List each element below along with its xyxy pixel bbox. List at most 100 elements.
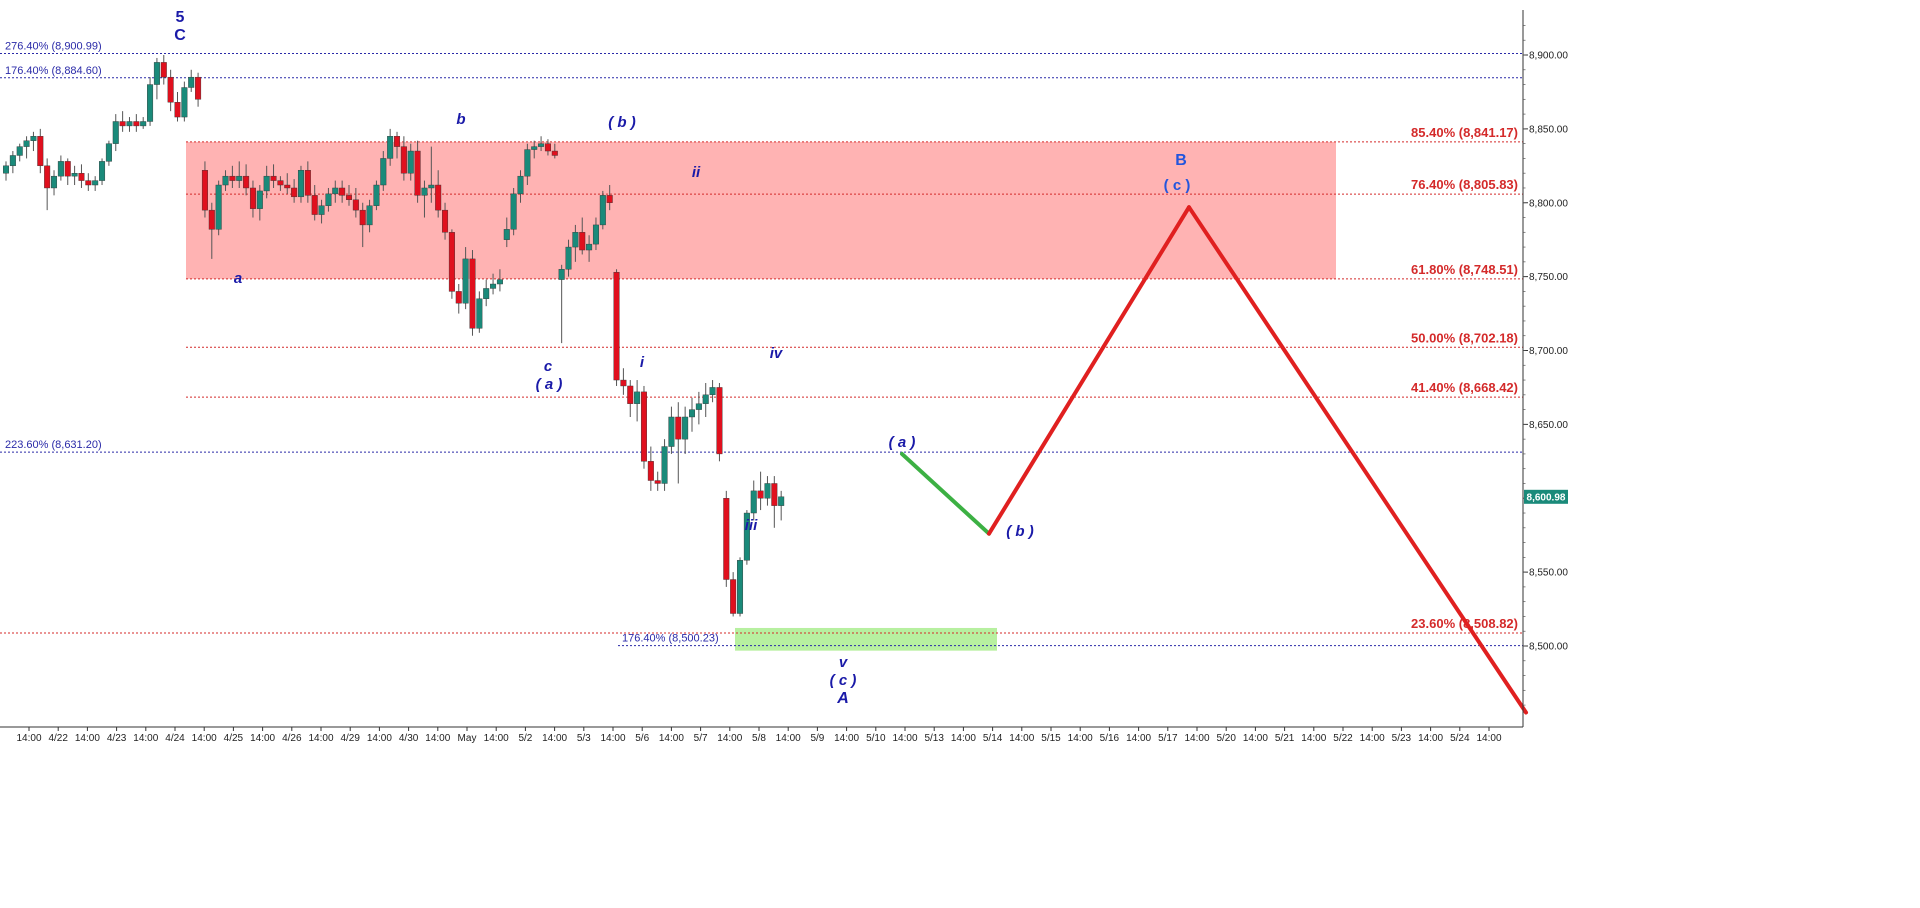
x-tick-label: 4/26 (282, 733, 302, 744)
candle-body (188, 76, 195, 88)
x-tick-label: 4/25 (224, 733, 244, 744)
candle-body (181, 87, 188, 118)
candle-body (201, 170, 208, 211)
candle-body (414, 150, 421, 196)
candle-body (613, 271, 620, 381)
wave-label: ( a ) (536, 376, 563, 393)
candle-body (99, 161, 106, 181)
wave-label: ( a ) (889, 434, 916, 451)
x-tick-label: 14:00 (1476, 733, 1501, 744)
candle-body (332, 187, 339, 195)
fib-label-red: 85.40% (8,841.17) (1411, 125, 1518, 140)
fib-label-blue: 276.40% (8,900.99) (5, 41, 102, 53)
fib-levels-layer: 85.40% (8,841.17) 76.40% (8,805.83) 61.80%… (0, 41, 1523, 647)
wave-label: c (544, 358, 553, 375)
candles-layer (3, 55, 785, 617)
x-tick-label: 14:00 (1418, 733, 1443, 744)
candle-body (44, 165, 51, 189)
candle-body (346, 195, 353, 200)
x-tick-label: 14:00 (484, 733, 509, 744)
wave-label: iv (770, 345, 784, 362)
y-tick-label: 8,900.00 (1529, 51, 1568, 62)
x-tick-label: 5/6 (635, 733, 649, 744)
fib-label-blue: 176.40% (8,500.23) (622, 633, 719, 645)
candle-body (140, 121, 147, 127)
fib-label-blue: 223.60% (8,631.20) (5, 439, 102, 451)
wave-label: A (836, 690, 849, 707)
candle-body (366, 205, 373, 226)
x-tick-label: 4/30 (399, 733, 419, 744)
fib-label-blue: 176.40% (8,884.60) (5, 65, 102, 77)
x-tick-label: 4/29 (340, 733, 360, 744)
projection-segment (900, 451, 991, 536)
candle-body (620, 379, 627, 387)
zones-layer (186, 141, 1336, 651)
candle-body (592, 224, 599, 245)
y-tick-label: 8,850.00 (1529, 124, 1568, 135)
wave-label: ( c ) (1164, 177, 1191, 194)
candle-body (256, 190, 263, 209)
x-tick-label: 14:00 (1360, 733, 1385, 744)
candle-body (586, 243, 593, 251)
x-tick-label: 14:00 (16, 733, 41, 744)
candle-body (400, 146, 407, 174)
x-tick-label: 14:00 (600, 733, 625, 744)
wave-label: b (456, 111, 465, 128)
x-tick-label: 14:00 (1126, 733, 1151, 744)
support-zone (735, 627, 997, 651)
candle-body (195, 76, 202, 100)
fib-label-red: 50.00% (8,702.18) (1411, 330, 1518, 345)
candle-body (723, 498, 730, 580)
x-axis: 14:00 4/22 14:00 4/23 14:00 4/24 14:00 4/25 14:0… (0, 726, 1523, 744)
x-tick-label: 14:00 (717, 733, 742, 744)
y-tick-label: 8,500.00 (1529, 642, 1568, 653)
wave-label: v (839, 654, 849, 671)
wave-label: B (1175, 152, 1187, 169)
candle-body (558, 269, 565, 280)
candle-body (764, 483, 771, 499)
candle-body (661, 446, 668, 484)
x-tick-label: 14:00 (776, 733, 801, 744)
candle-body (689, 409, 696, 418)
candle-body (647, 461, 654, 481)
x-tick-label: 14:00 (542, 733, 567, 744)
candle-body (435, 184, 442, 211)
candle-body (709, 387, 716, 396)
candle-body (64, 161, 71, 177)
candle-body (71, 172, 78, 177)
candle-body (682, 416, 689, 440)
x-tick-label: 4/22 (48, 733, 68, 744)
candle-body (771, 483, 778, 506)
candle-body (730, 579, 737, 614)
candle-body (428, 184, 435, 189)
candle-body (442, 209, 449, 233)
current-price-label: 8,600.98 (1527, 492, 1566, 503)
candle-body (208, 209, 215, 230)
candle-body (503, 229, 510, 240)
candle-body (743, 512, 750, 561)
x-tick-label: 5/3 (577, 733, 591, 744)
candle-body (3, 165, 9, 174)
wave-label: i (640, 354, 645, 371)
x-tick-label: 5/17 (1158, 733, 1178, 744)
x-tick-label: 5/15 (1041, 733, 1061, 744)
x-tick-label: 14:00 (659, 733, 684, 744)
candle-body (304, 170, 311, 196)
candle-body (579, 232, 586, 251)
y-tick-label: 8,650.00 (1529, 420, 1568, 431)
candle-body (270, 175, 277, 181)
x-tick-label: 14:00 (133, 733, 158, 744)
x-tick-label: 14:00 (1243, 733, 1268, 744)
x-tick-label: 5/9 (810, 733, 824, 744)
candle-body (716, 387, 723, 455)
candle-body (284, 184, 291, 189)
x-tick-label: 5/22 (1333, 733, 1353, 744)
x-tick-label: May (458, 733, 477, 744)
candle-body (325, 193, 332, 206)
candle-body (538, 143, 545, 147)
candle-body (627, 385, 634, 404)
candle-body (92, 180, 99, 186)
candle-body (78, 172, 85, 181)
x-tick-label: 14:00 (1009, 733, 1034, 744)
candle-body (387, 136, 394, 159)
